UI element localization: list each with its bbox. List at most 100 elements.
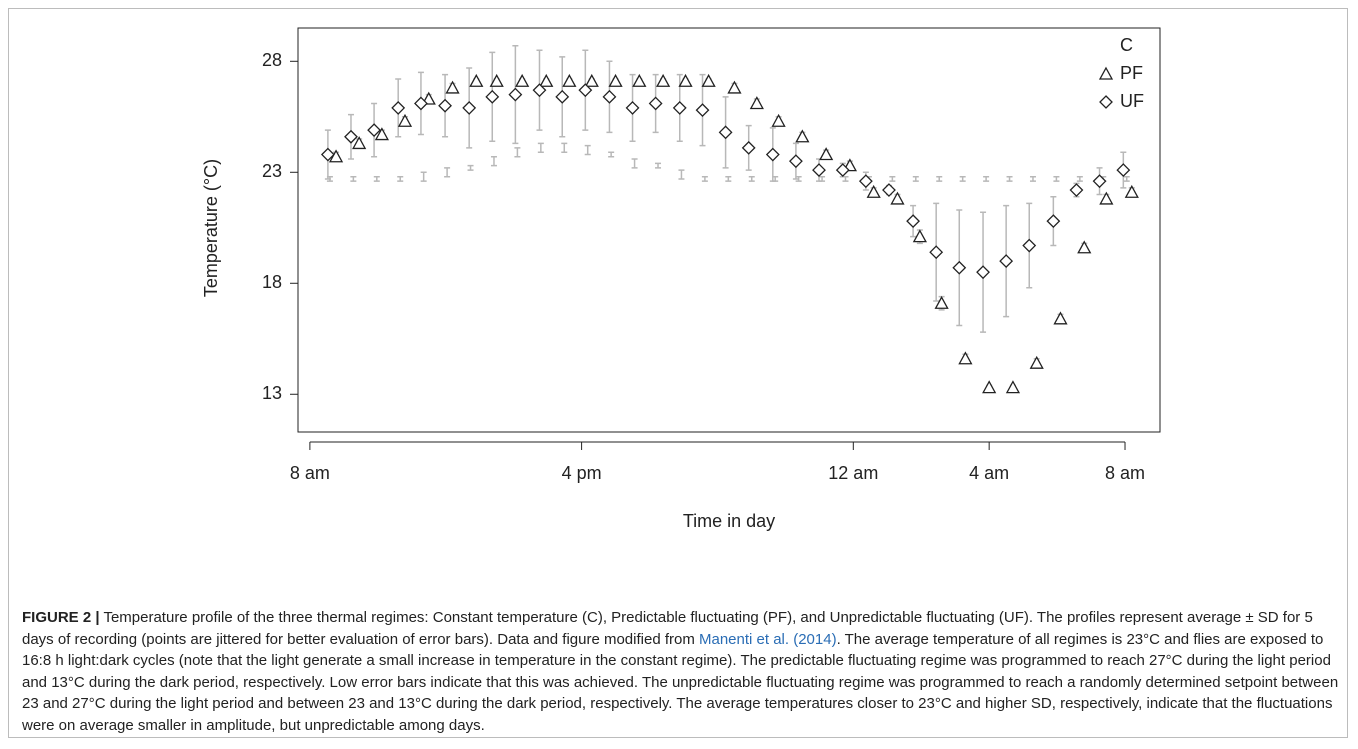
point <box>718 125 733 140</box>
figure-frame <box>8 8 1348 738</box>
x-tick-label: 4 pm <box>562 463 602 483</box>
point <box>765 147 780 162</box>
point <box>890 191 905 205</box>
point <box>421 91 436 105</box>
point <box>1092 174 1107 189</box>
point <box>320 147 335 162</box>
error-bar <box>748 175 755 182</box>
error-bar <box>1076 175 1083 182</box>
error-bar <box>490 155 497 167</box>
point <box>749 96 764 110</box>
error-bar <box>608 151 615 158</box>
error-bar <box>655 162 662 169</box>
point <box>976 265 990 280</box>
error-bar <box>678 169 685 180</box>
y-axis-label: Temperature (°C) <box>201 159 221 297</box>
x-tick-label: 8 am <box>290 463 330 483</box>
point <box>539 73 554 87</box>
caption-link[interactable]: Manenti et al. (2014) <box>699 630 837 648</box>
error-bar <box>889 175 896 182</box>
point <box>1077 240 1092 254</box>
point <box>632 73 647 87</box>
point <box>469 73 484 87</box>
y-tick-label: 18 <box>262 272 282 292</box>
point <box>397 113 413 127</box>
point <box>352 136 367 150</box>
error-bar <box>397 175 404 182</box>
point <box>912 229 927 243</box>
point <box>727 80 742 94</box>
point <box>906 214 921 229</box>
error-bar <box>1029 175 1036 182</box>
point <box>701 73 716 87</box>
point <box>1029 355 1044 369</box>
point <box>532 83 547 98</box>
legend-label: C <box>1120 35 1133 55</box>
legend-label: PF <box>1120 63 1143 83</box>
error-bar <box>1123 175 1130 182</box>
error-bar <box>561 142 568 154</box>
point <box>1053 311 1068 325</box>
point <box>1005 380 1021 394</box>
error-bar <box>1053 175 1060 182</box>
figure-caption: FIGURE 2 | Temperature profile of the th… <box>22 607 1340 736</box>
point <box>445 80 460 94</box>
point <box>771 113 786 127</box>
point <box>958 351 973 365</box>
point <box>1116 163 1131 177</box>
point <box>882 183 896 197</box>
point <box>374 127 389 141</box>
point <box>835 163 850 177</box>
point <box>1069 183 1084 197</box>
x-tick-label: 12 am <box>828 463 878 483</box>
legend-label: UF <box>1120 91 1144 111</box>
x-axis-label: Time in day <box>683 511 775 531</box>
point <box>934 295 949 309</box>
point <box>866 184 881 198</box>
error-bar <box>701 175 708 182</box>
y-tick-label: 28 <box>262 50 282 70</box>
point <box>414 96 428 111</box>
point <box>515 73 530 87</box>
caption-label: FIGURE 2 | <box>22 609 100 626</box>
error-bar <box>350 175 357 182</box>
error-bar <box>467 164 474 171</box>
error-bar <box>444 167 451 178</box>
error-bar <box>1006 175 1013 182</box>
caption-text: Temperature profile of the three thermal… <box>22 609 1313 648</box>
point <box>508 87 523 102</box>
error-bar <box>936 175 943 182</box>
point <box>1099 191 1114 205</box>
y-tick-label: 13 <box>262 383 282 403</box>
point <box>695 103 710 118</box>
point <box>795 129 810 143</box>
error-bar <box>420 171 427 182</box>
legend-marker <box>1099 95 1113 109</box>
x-tick-label: 4 am <box>969 463 1009 483</box>
point <box>648 96 663 111</box>
point <box>929 245 944 260</box>
chart: Time in day Temperature (°C) 13 18 23 28 8 a… <box>201 27 1161 531</box>
point <box>608 73 623 87</box>
point <box>489 73 504 87</box>
point <box>578 83 593 98</box>
point <box>982 380 997 394</box>
y-tick-label: 23 <box>262 161 282 181</box>
point <box>462 100 477 115</box>
point <box>672 100 687 115</box>
point <box>952 260 967 275</box>
point <box>438 98 452 113</box>
point <box>999 254 1014 268</box>
error-bar <box>373 175 380 182</box>
x-tick-label: 8 am <box>1105 463 1145 483</box>
legend-marker <box>1098 66 1114 80</box>
caption-text: . The average temperature of all regimes… <box>22 630 1339 734</box>
point <box>858 174 873 189</box>
error-bar <box>514 147 521 158</box>
point <box>678 73 693 87</box>
point <box>656 73 671 87</box>
point <box>602 89 617 104</box>
point <box>485 89 500 104</box>
point <box>788 154 803 169</box>
